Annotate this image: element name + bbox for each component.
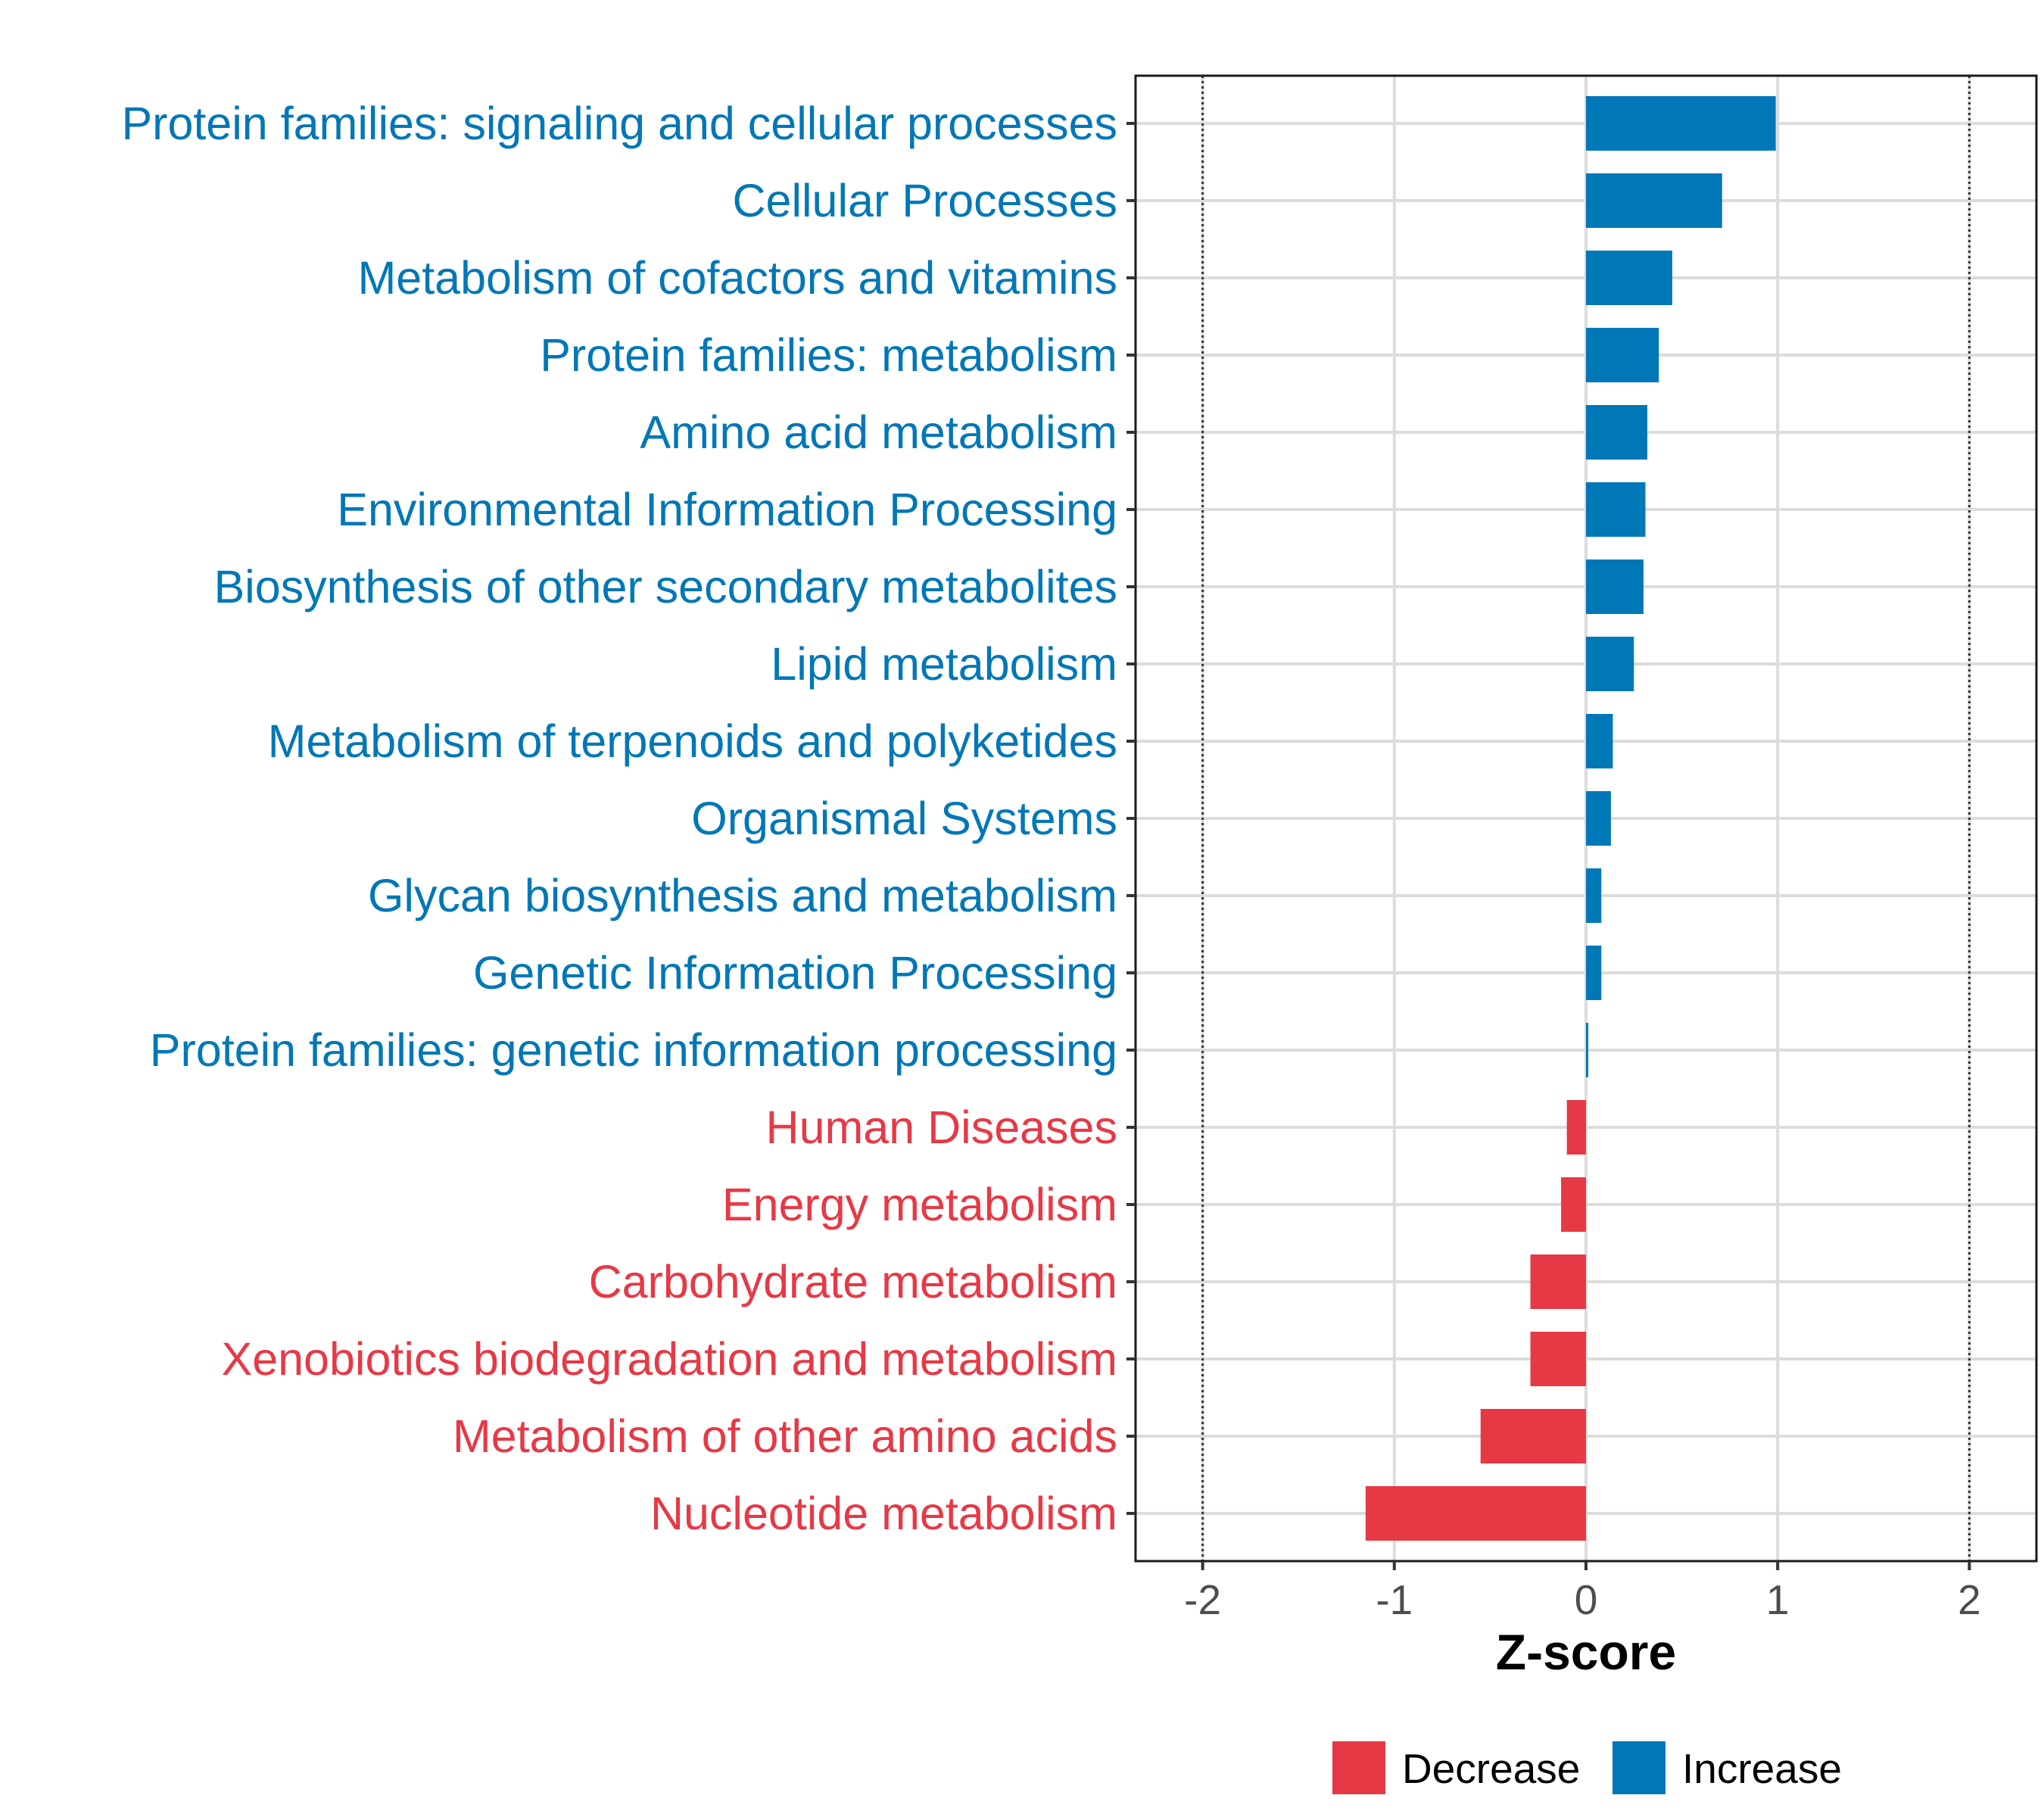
category-label: Metabolism of terpenoids and polyketides <box>268 715 1117 767</box>
bar-increase <box>1586 559 1644 614</box>
category-label: Protein families: signaling and cellular… <box>121 98 1117 149</box>
category-label: Genetic Information Processing <box>473 947 1117 999</box>
reference-lines <box>1201 76 1971 1561</box>
x-tick-label: 2 <box>1958 1576 1981 1623</box>
x-tick-label: 0 <box>1575 1576 1598 1623</box>
legend-key-decrease <box>1332 1741 1385 1794</box>
category-label: Lipid metabolism <box>771 638 1117 690</box>
bar-increase <box>1586 868 1602 923</box>
bar-increase <box>1586 251 1672 305</box>
category-label: Amino acid metabolism <box>640 407 1117 458</box>
bar-decrease <box>1365 1486 1586 1541</box>
bar-decrease <box>1480 1409 1586 1463</box>
bars <box>1365 96 1776 1541</box>
x-axis-title: Z-score <box>1496 1624 1676 1680</box>
category-label: Cellular Processes <box>732 175 1117 226</box>
bar-decrease <box>1566 1100 1586 1155</box>
x-ticks: -2 -1 0 1 2 <box>1184 1561 1981 1623</box>
category-label: Organismal Systems <box>691 793 1117 844</box>
category-label: Protein families: genetic information pr… <box>150 1024 1117 1076</box>
x-tick-label: -2 <box>1184 1576 1221 1623</box>
bar-increase <box>1586 946 1602 1000</box>
bar-increase <box>1586 328 1659 382</box>
category-label: Carbohydrate metabolism <box>589 1256 1117 1307</box>
category-labels: Protein families: signaling and cellular… <box>121 98 1117 1539</box>
bar-decrease <box>1530 1254 1586 1309</box>
category-label: Glycan biosynthesis and metabolism <box>368 870 1117 921</box>
bar-increase <box>1586 791 1611 846</box>
y-ticks <box>1126 122 1136 1515</box>
category-label: Metabolism of other amino acids <box>453 1410 1117 1462</box>
legend-key-increase <box>1612 1741 1665 1794</box>
bar-increase <box>1586 482 1646 537</box>
category-label: Protein families: metabolism <box>540 329 1117 381</box>
category-label: Biosynthesis of other secondary metaboli… <box>213 561 1117 612</box>
legend-label: Decrease <box>1402 1745 1580 1792</box>
bar-increase <box>1586 1023 1588 1077</box>
bar-increase <box>1586 405 1648 460</box>
legend-label: Increase <box>1682 1745 1842 1792</box>
category-label: Metabolism of cofactors and vitamins <box>357 252 1117 304</box>
category-label: Human Diseases <box>766 1102 1117 1153</box>
bar-decrease <box>1561 1177 1586 1232</box>
category-label: Nucleotide metabolism <box>650 1488 1117 1539</box>
x-tick-label: 1 <box>1766 1576 1790 1623</box>
bar-increase <box>1586 173 1722 228</box>
x-tick-label: -1 <box>1376 1576 1413 1623</box>
bar-increase <box>1586 96 1776 151</box>
legend: Decrease Increase <box>1332 1741 1842 1794</box>
category-label: Environmental Information Processing <box>337 484 1117 535</box>
bar-increase <box>1586 637 1634 691</box>
category-label: Energy metabolism <box>722 1179 1117 1230</box>
bar-increase <box>1586 714 1613 768</box>
bar-decrease <box>1530 1332 1586 1386</box>
category-label: Xenobiotics biodegradation and metabolis… <box>222 1333 1117 1385</box>
